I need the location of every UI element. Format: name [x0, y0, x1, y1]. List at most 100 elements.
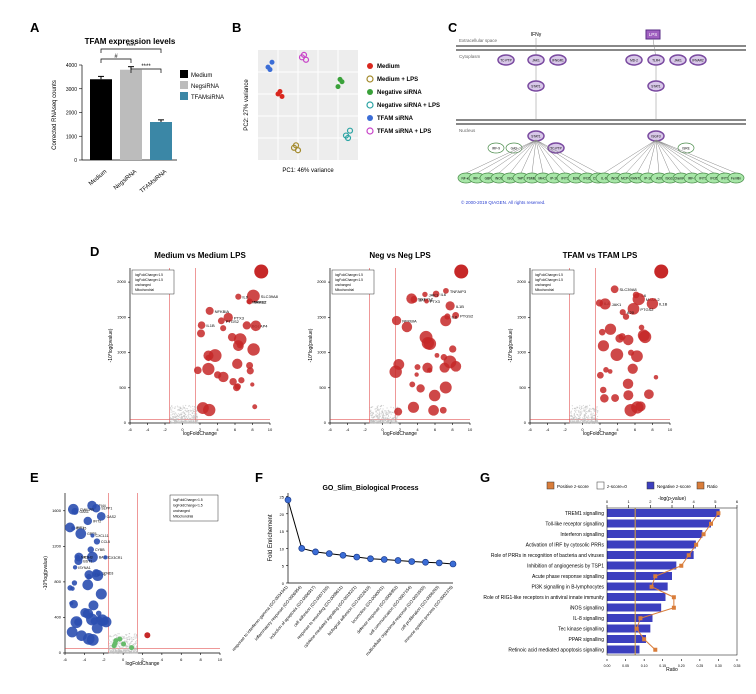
svg-text:logFoldChange>1.5: logFoldChange>1.5 [173, 498, 203, 502]
svg-text:8: 8 [251, 427, 254, 432]
svg-text:6: 6 [234, 427, 237, 432]
svg-text:0.35: 0.35 [734, 664, 741, 668]
svg-text:-4: -4 [346, 427, 350, 432]
svg-text:© 2000-2019 QIAGEN. All rights: © 2000-2019 QIAGEN. All rights reserved. [461, 199, 545, 205]
svg-text:Fold Enrichement: Fold Enrichement [268, 514, 274, 561]
svg-text:4: 4 [216, 427, 219, 432]
svg-text:Neg vs Neg LPS: Neg vs Neg LPS [369, 251, 431, 260]
svg-text:unchanged: unchanged [535, 283, 551, 287]
svg-text:20: 20 [280, 512, 285, 517]
svg-text:SLC39A8: SLC39A8 [261, 294, 279, 299]
svg-text:Acute phase response signallin: Acute phase response signalling [532, 574, 604, 580]
svg-text:ISGF3: ISGF3 [651, 135, 660, 139]
svg-text:PTGS2: PTGS2 [640, 307, 654, 312]
svg-text:4: 4 [416, 427, 419, 432]
svg-text:PC1: 46% variance: PC1: 46% variance [282, 168, 334, 174]
svg-text:0: 0 [74, 158, 77, 164]
svg-text:Mitochondrial: Mitochondrial [335, 288, 354, 292]
svg-text:4: 4 [693, 499, 696, 504]
svg-text:Extracellular space: Extracellular space [459, 38, 498, 43]
svg-text:STAT1: STAT1 [651, 85, 661, 89]
svg-text:unchanged: unchanged [135, 283, 151, 287]
svg-text:0.25: 0.25 [696, 664, 703, 668]
svg-text:logFoldChange>1.5: logFoldChange>1.5 [535, 273, 563, 277]
svg-text:0.20: 0.20 [678, 664, 685, 668]
svg-text:-6: -6 [128, 427, 132, 432]
svg-text:0.15: 0.15 [659, 664, 666, 668]
svg-text:-4: -4 [146, 427, 150, 432]
panel-F-go: GO_Slim_Biological Process response to i… [258, 478, 468, 688]
svg-text:Role of RIG1-like receptors in: Role of RIG1-like receptors in antiviral… [483, 595, 604, 601]
svg-text:10: 10 [280, 546, 285, 551]
svg-text:500: 500 [119, 385, 126, 390]
label-A: A [30, 20, 39, 35]
svg-text:response to interferon-gamma (: response to interferon-gamma (GO:0034341… [231, 584, 289, 652]
panel-A-chart: TFAM expression levels01000200030004000C… [40, 30, 220, 190]
svg-text:10: 10 [668, 427, 673, 432]
svg-text:Negative z-score: Negative z-score [657, 484, 691, 489]
svg-text:CXCL11: CXCL11 [96, 534, 109, 538]
svg-text:5: 5 [282, 564, 285, 569]
svg-text:B2M: B2M [573, 177, 580, 181]
svg-text:A20: A20 [656, 177, 662, 181]
svg-text:Ratio: Ratio [707, 484, 718, 489]
svg-text:SLC39A8: SLC39A8 [620, 287, 638, 292]
svg-text:25: 25 [280, 494, 285, 499]
svg-text:8: 8 [451, 427, 454, 432]
svg-text:Role of PRRs in recognition of: Role of PRRs in recognition of bacteria … [491, 553, 605, 559]
svg-text:unchanged: unchanged [335, 283, 351, 287]
svg-text:BST1: BST1 [83, 559, 92, 563]
svg-text:IFNGR1: IFNGR1 [552, 59, 564, 63]
svg-text:0.10: 0.10 [641, 664, 648, 668]
svg-text:-4: -4 [83, 657, 87, 662]
svg-text:GBP: GBP [485, 177, 492, 181]
svg-text:6: 6 [634, 427, 637, 432]
svg-text:GO_Slim_Biological Process: GO_Slim_Biological Process [322, 485, 418, 492]
panel-E-volcano: IFI44SLPP1CMKLR1OAS1OAS2IFIT2IFIT1ISG15G… [35, 478, 235, 678]
svg-text:Interferon signalling: Interferon signalling [560, 532, 604, 538]
svg-text:Retinoic acid mediated apoptos: Retinoic acid mediated apoptosis signall… [508, 648, 604, 654]
panel-D-3: TFAM vs TFAM LPSSLC39A8IL6MAML2IL8IL1BJA… [500, 248, 685, 448]
panel-G-ipa: Positive z-scorez-score=0Negative z-scor… [485, 478, 750, 688]
svg-text:CX3CR1: CX3CR1 [109, 556, 123, 560]
panel-D-1: Medium vs Medium LPSSLC39A8IL6NFKB2MAML2… [100, 248, 285, 448]
svg-text:logFoldChange<1.5: logFoldChange<1.5 [535, 278, 563, 282]
svg-text:6: 6 [736, 499, 739, 504]
svg-text:TREM1 signalling: TREM1 signalling [565, 511, 604, 517]
svg-text:Mitochondrial: Mitochondrial [173, 515, 193, 519]
svg-text:1000: 1000 [117, 350, 127, 355]
svg-text:IL1B: IL1B [456, 304, 465, 309]
svg-text:iNOS signalling: iNOS signalling [570, 606, 604, 612]
svg-text:MD-2: MD-2 [630, 59, 638, 63]
svg-text:6: 6 [180, 657, 183, 662]
svg-text:2000: 2000 [317, 279, 327, 284]
svg-text:TFAMsiRNA: TFAMsiRNA [191, 95, 224, 101]
svg-text:IL1B: IL1B [206, 323, 215, 328]
svg-text:STAT1: STAT1 [531, 85, 541, 89]
svg-text:IFNAR2: IFNAR2 [692, 59, 704, 63]
svg-text:500: 500 [319, 385, 326, 390]
svg-text:JAK1: JAK1 [612, 302, 622, 307]
svg-text:ISRE: ISRE [682, 147, 689, 151]
svg-text:IL6: IL6 [440, 292, 446, 297]
svg-text:Ferritin: Ferritin [731, 177, 741, 181]
svg-text:Medium vs Medium LPS: Medium vs Medium LPS [154, 251, 246, 260]
svg-text:PI3K signalling in B-lymphocyt: PI3K signalling in B-lymphocytes [531, 585, 604, 591]
svg-text:1000: 1000 [517, 350, 527, 355]
svg-text:JAK1: JAK1 [532, 59, 540, 63]
svg-text:1: 1 [628, 499, 631, 504]
svg-text:Negative siRNA: Negative siRNA [377, 90, 422, 96]
svg-text:1600: 1600 [52, 508, 62, 513]
svg-text:GAS: GAS [511, 147, 518, 151]
svg-text:NegsiRNA: NegsiRNA [191, 84, 219, 90]
svg-text:Nucleus: Nucleus [459, 128, 476, 133]
svg-text:-10*log(pvalue): -10*log(pvalue) [43, 556, 49, 590]
svg-text:0: 0 [124, 420, 127, 425]
svg-text:6: 6 [434, 427, 437, 432]
svg-text:iNOS: iNOS [495, 177, 503, 181]
svg-text:4: 4 [161, 657, 164, 662]
panel-C-network: Extracellular spaceCytoplasmNucleusIFNγL… [456, 28, 746, 208]
svg-text:0.05: 0.05 [622, 664, 629, 668]
svg-text:PC2: 27% variance: PC2: 27% variance [244, 79, 250, 131]
svg-text:ISYNA1: ISYNA1 [78, 566, 91, 570]
